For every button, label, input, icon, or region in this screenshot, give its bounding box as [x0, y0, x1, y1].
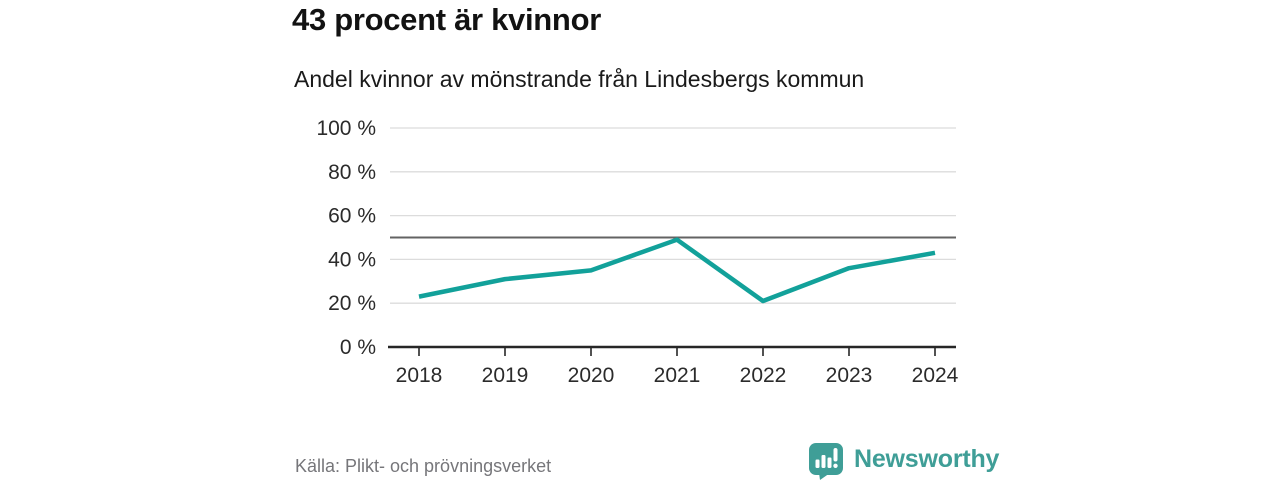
data-line [418, 237, 936, 304]
y-tick-label-0: 0 % [340, 336, 376, 359]
y-tick-label-20: 20 % [328, 292, 376, 315]
chart-subtitle: Andel kvinnor av mönstrande från Lindesb… [294, 66, 865, 92]
newsworthy-logo: Newsworthy [808, 442, 999, 480]
bar-chart-speech-bubble-icon [809, 443, 843, 480]
y-tick-label-80: 80 % [328, 161, 376, 184]
x-tick-label-2023: 2023 [826, 364, 873, 387]
y-tick-label-40: 40 % [328, 248, 376, 271]
chart-title: 43 procent är kvinnor [292, 2, 601, 37]
y-tick-label-100: 100 % [316, 117, 376, 140]
y-tick-label-60: 60 % [328, 205, 376, 228]
x-tick-label-2020: 2020 [568, 364, 615, 387]
x-tick-label-2019: 2019 [482, 364, 529, 387]
source-note: Källa: Plikt- och prövningsverket [295, 456, 552, 476]
x-tick-label-2022: 2022 [740, 364, 787, 387]
x-tick-label-2024: 2024 [912, 364, 959, 387]
x-tick-label-2018: 2018 [396, 364, 443, 387]
brand-name: Newsworthy [854, 445, 1000, 473]
x-tick-label-2021: 2021 [654, 364, 701, 387]
